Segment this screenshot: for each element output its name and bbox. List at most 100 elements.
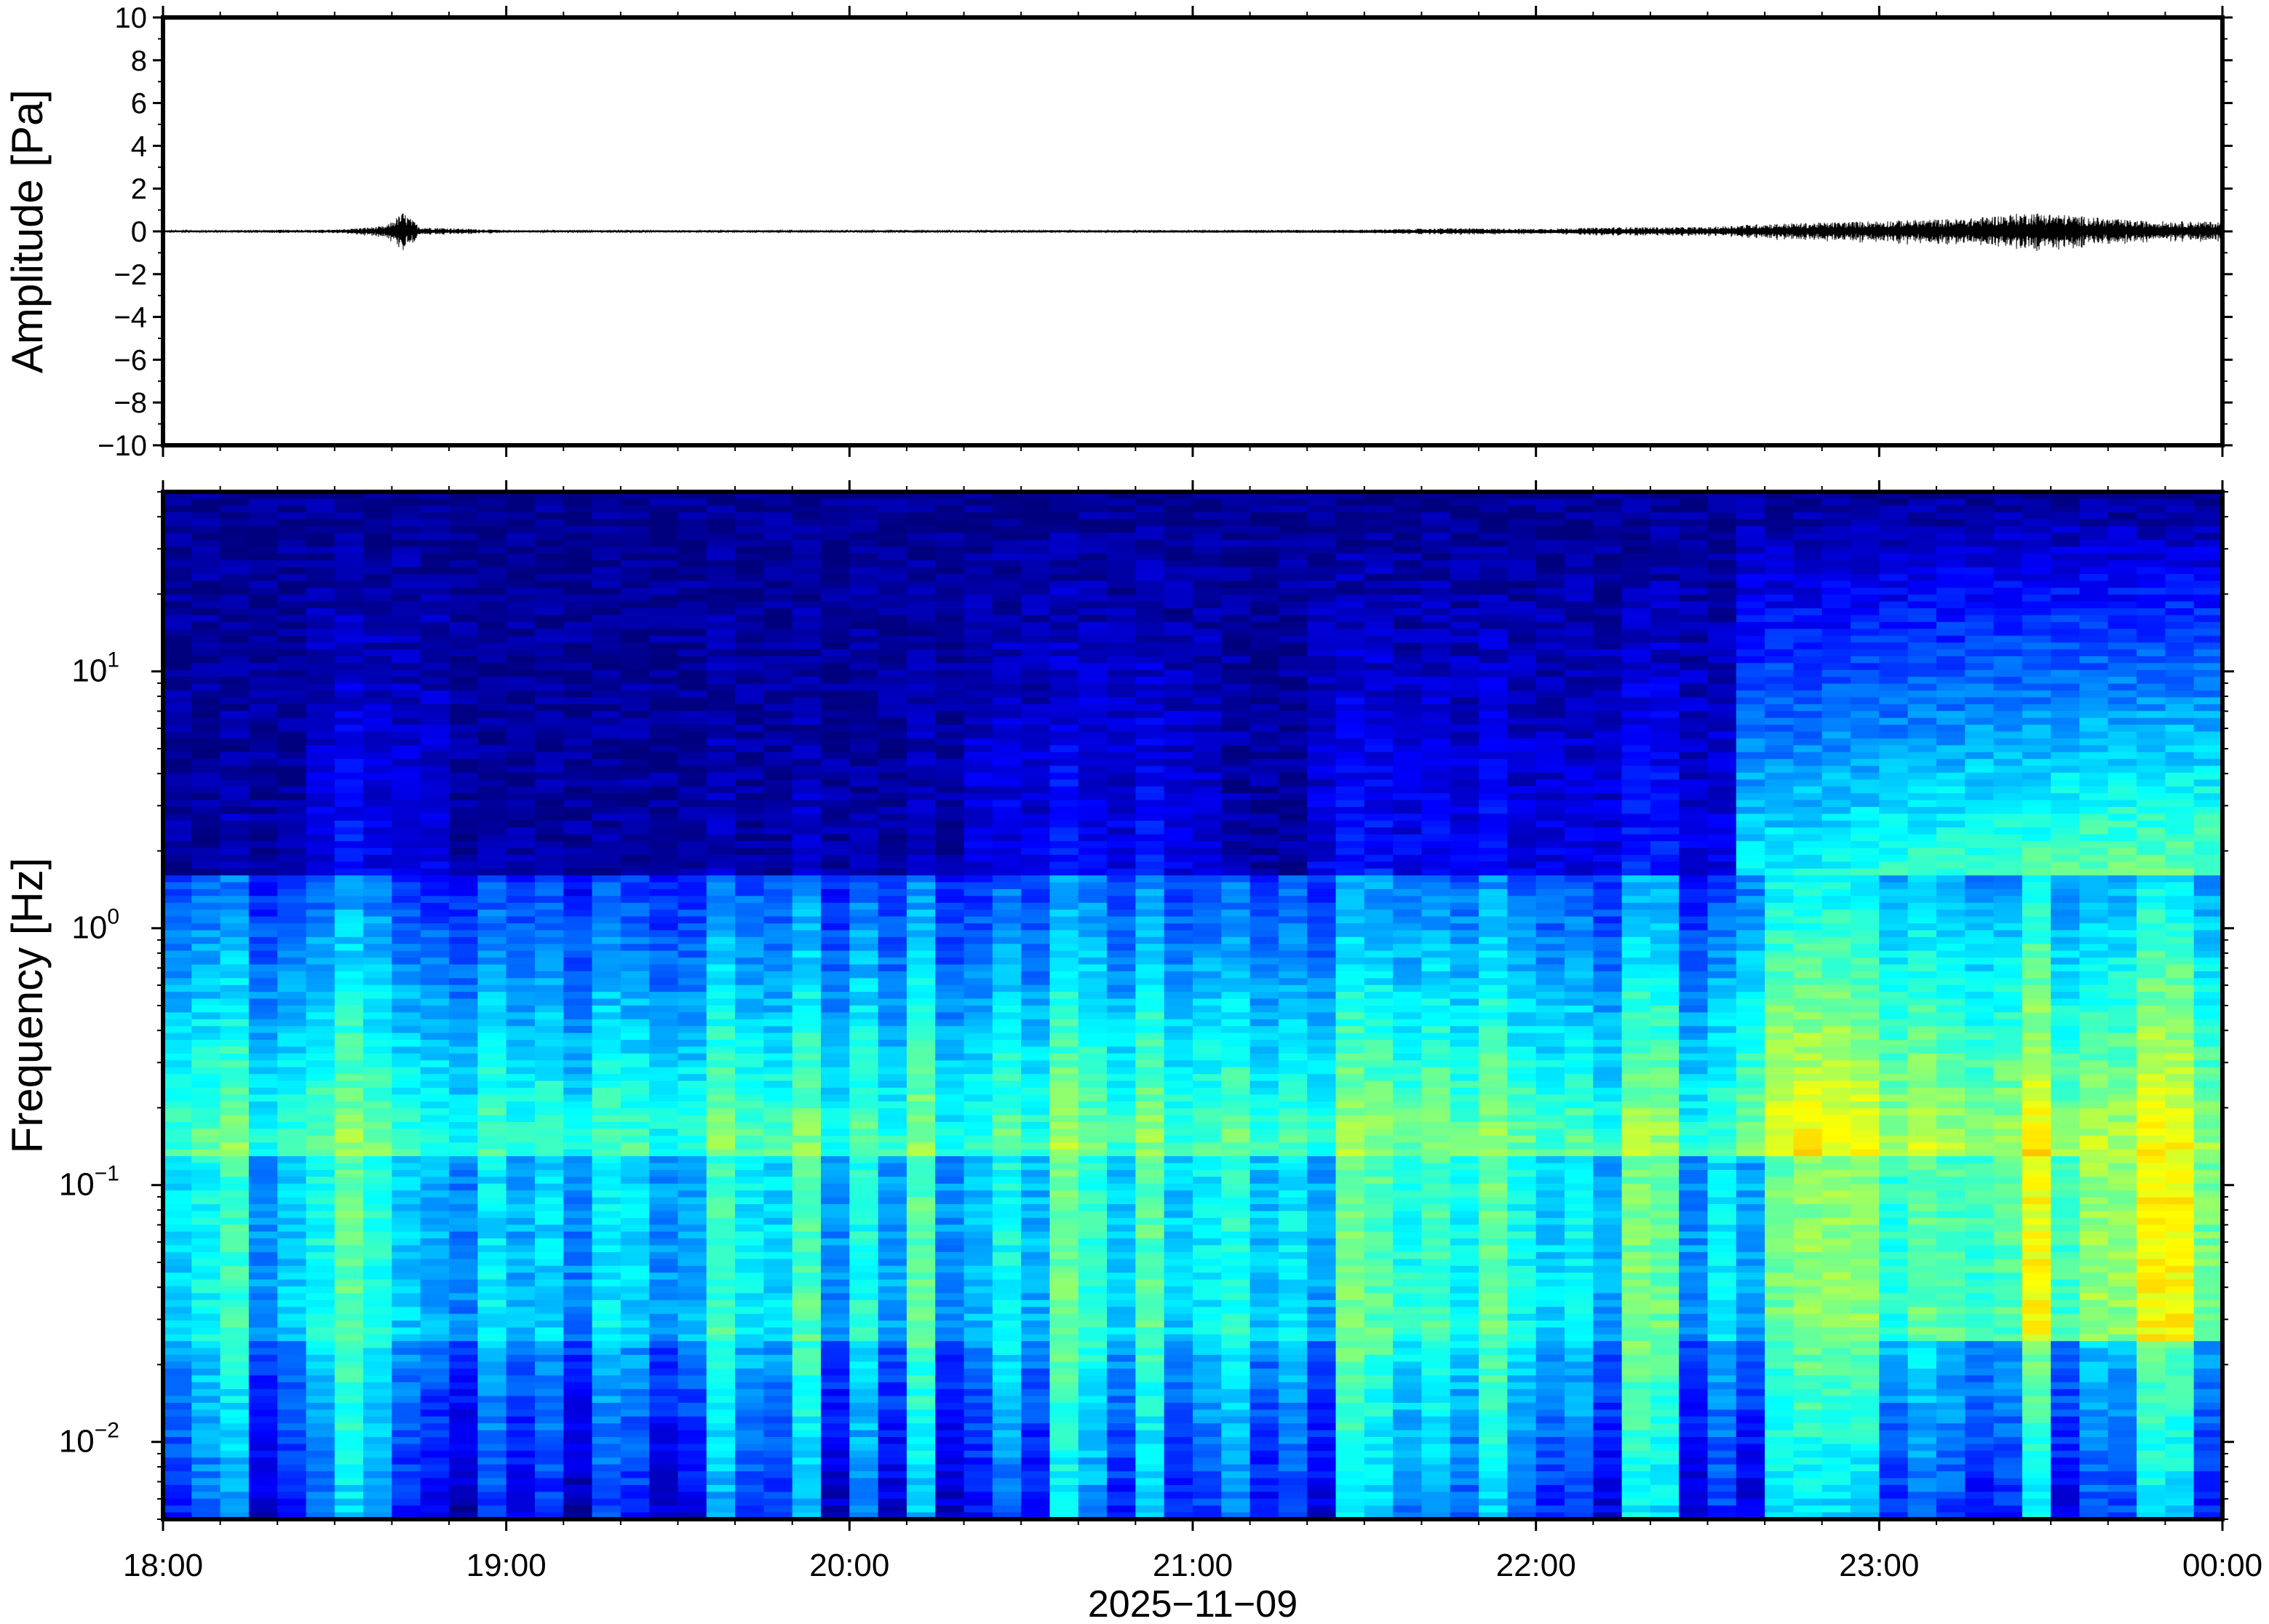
spectrogram-cell bbox=[248, 642, 279, 650]
spectrogram-cell bbox=[592, 690, 621, 698]
spectrogram-cell bbox=[306, 759, 335, 767]
spectrogram-cell bbox=[163, 615, 193, 623]
spectrogram-cell bbox=[363, 1012, 393, 1020]
spectrogram-cell bbox=[191, 1169, 221, 1178]
spectrogram-cell bbox=[277, 1382, 307, 1390]
spectrogram-cell bbox=[620, 1423, 650, 1431]
spectrogram-cell bbox=[792, 854, 822, 863]
spectrogram-cell bbox=[306, 745, 335, 753]
spectrogram-cell bbox=[1078, 526, 1108, 534]
spectrogram-cell bbox=[792, 1115, 822, 1123]
spectrogram-cell bbox=[763, 1444, 793, 1452]
spectrogram-cell bbox=[963, 984, 993, 992]
spectrogram-cell bbox=[506, 1341, 536, 1349]
spectrogram-cell bbox=[792, 752, 822, 760]
spectrogram-cell bbox=[963, 649, 993, 657]
spectrogram-cell bbox=[1049, 971, 1079, 979]
spectrogram-cell bbox=[563, 1286, 593, 1294]
spectrogram-cell bbox=[248, 1505, 279, 1513]
spectrogram-cell bbox=[449, 1203, 479, 1212]
spectrogram-cell bbox=[449, 1265, 479, 1273]
spectrogram-cell bbox=[449, 1060, 479, 1068]
spectrogram-cell bbox=[306, 1019, 335, 1027]
spectrogram-cell bbox=[706, 827, 736, 835]
spectrogram-cell bbox=[821, 786, 851, 794]
spectrogram-cell bbox=[363, 573, 393, 582]
spectrogram-cell bbox=[306, 1286, 335, 1294]
spectrogram-cell bbox=[191, 793, 221, 801]
spectrogram-cell bbox=[906, 1108, 937, 1116]
spectrogram-cell bbox=[1078, 621, 1108, 630]
spectrogram-cell bbox=[334, 1149, 364, 1157]
spectrogram-cell bbox=[935, 601, 965, 609]
spectrogram-cell bbox=[334, 861, 364, 869]
spectrogram-cell bbox=[506, 1217, 536, 1226]
spectrogram-cell bbox=[506, 1046, 536, 1054]
spectrogram-cell bbox=[906, 936, 937, 945]
spectrogram-cell bbox=[677, 1060, 707, 1068]
spectrogram-cell bbox=[935, 587, 965, 595]
spectrogram-cell bbox=[334, 608, 364, 616]
spectrogram-cell bbox=[763, 1492, 793, 1500]
spectrogram-cell bbox=[706, 1190, 736, 1198]
spectrogram-cell bbox=[992, 1444, 1022, 1452]
spectrogram-cell bbox=[477, 1498, 507, 1506]
spectrogram-cell bbox=[334, 992, 364, 1000]
spectrogram-cell bbox=[620, 1251, 650, 1260]
spectrogram-cell bbox=[592, 1327, 621, 1335]
spectrogram-cell bbox=[248, 1211, 279, 1219]
spectrogram-cell bbox=[534, 888, 565, 897]
spectrogram-cell bbox=[963, 930, 993, 938]
spectrogram-cell bbox=[677, 1026, 707, 1034]
spectrogram-cell bbox=[821, 581, 851, 589]
spectrogram-cell bbox=[1021, 1238, 1051, 1246]
spectrogram-cell bbox=[763, 1067, 793, 1075]
spectrogram-cell bbox=[706, 1450, 736, 1459]
spectrogram-cell bbox=[420, 936, 450, 945]
spectrogram-cell bbox=[363, 1437, 393, 1445]
spectrogram-cell bbox=[735, 834, 765, 842]
spectrogram-cell bbox=[392, 1279, 421, 1287]
spectrogram-cell bbox=[363, 1149, 393, 1157]
spectrogram-cell bbox=[849, 984, 879, 992]
spectrogram-cell bbox=[334, 546, 364, 554]
spectrogram-cell bbox=[420, 690, 450, 698]
spectrogram-cell bbox=[248, 1327, 279, 1335]
spectrogram-cell bbox=[735, 1402, 765, 1411]
spectrogram-cell bbox=[906, 1101, 937, 1109]
spectrogram-cell bbox=[735, 1067, 765, 1075]
spectrogram-cell bbox=[306, 587, 335, 595]
spectrogram-cell bbox=[248, 1484, 279, 1493]
spectrogram-cell bbox=[363, 1265, 393, 1273]
spectrogram-cell bbox=[163, 745, 193, 753]
spectrogram-cell bbox=[821, 1423, 851, 1431]
spectrogram-cell bbox=[878, 1163, 907, 1171]
spectrogram-cell bbox=[1049, 1348, 1079, 1356]
spectrogram-cell bbox=[248, 882, 279, 890]
spectrogram-cell bbox=[649, 1040, 679, 1048]
spectrogram-cell bbox=[1049, 1430, 1079, 1438]
spectrogram-cell bbox=[1049, 875, 1079, 883]
spectrogram-cell bbox=[935, 1286, 965, 1294]
spectrogram-cell bbox=[420, 683, 450, 691]
spectrogram-cell bbox=[677, 567, 707, 575]
spectrogram-cell bbox=[1021, 1375, 1051, 1383]
spectrogram-cell bbox=[677, 553, 707, 561]
spectrogram-cell bbox=[563, 1505, 593, 1513]
spectrogram-cell bbox=[563, 1183, 593, 1191]
spectrogram-cell bbox=[306, 1307, 335, 1315]
spectrogram-cell bbox=[1021, 635, 1051, 643]
spectrogram-cell bbox=[248, 786, 279, 794]
spectrogram-cell bbox=[248, 1492, 279, 1500]
spectrogram-cell bbox=[449, 711, 479, 719]
spectrogram-cell bbox=[821, 1409, 851, 1417]
spectrogram-cell bbox=[849, 916, 879, 924]
spectrogram-cell bbox=[334, 1163, 364, 1171]
spectrogram-cell bbox=[620, 1492, 650, 1500]
spectrogram-cell bbox=[763, 1265, 793, 1273]
spectrogram-cell bbox=[334, 813, 364, 821]
spectrogram-cell bbox=[563, 1471, 593, 1479]
spectrogram-cell bbox=[506, 998, 536, 1006]
spectrogram-cell bbox=[392, 1245, 421, 1253]
spectrogram-cell bbox=[849, 1080, 879, 1088]
